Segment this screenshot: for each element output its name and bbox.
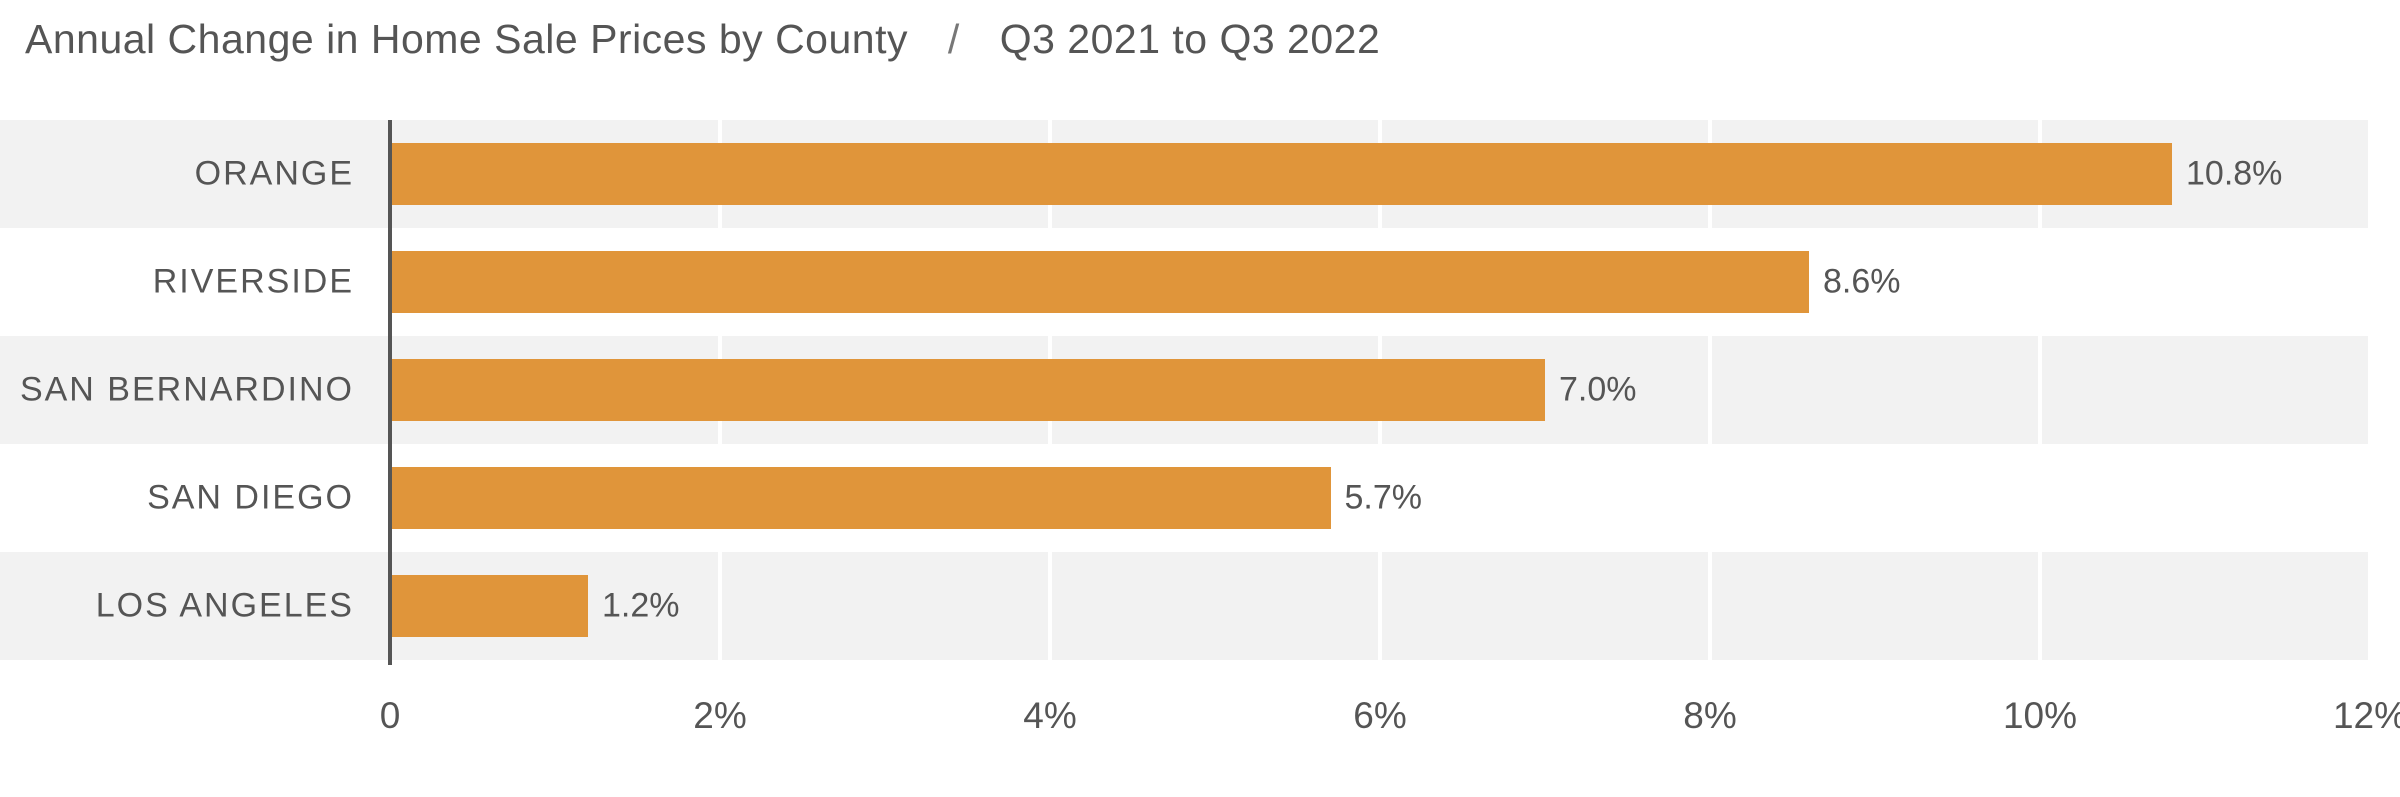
x-tick-label: 6% xyxy=(1353,695,1406,737)
bar-row: RIVERSIDE8.6% xyxy=(390,228,2370,336)
x-tick-label: 12% xyxy=(2333,695,2400,737)
chart-title-sep: / xyxy=(948,16,960,62)
x-tick-label: 2% xyxy=(693,695,746,737)
bar-row: ORANGE10.8% xyxy=(390,120,2370,228)
plot-area: ORANGE10.8%RIVERSIDE8.6%SAN BERNARDINO7.… xyxy=(390,120,2370,665)
bar xyxy=(390,143,2172,205)
y-axis-line xyxy=(388,120,392,665)
chart-title-main: Annual Change in Home Sale Prices by Cou… xyxy=(25,16,908,62)
bar xyxy=(390,467,1331,529)
x-tick-label: 8% xyxy=(1683,695,1736,737)
price-change-chart: Annual Change in Home Sale Prices by Cou… xyxy=(0,0,2400,797)
x-axis-ticks: 02%4%6%8%10%12% xyxy=(390,695,2370,755)
x-tick-label: 4% xyxy=(1023,695,1076,737)
bar-value-label: 1.2% xyxy=(602,587,680,626)
bar-row: SAN BERNARDINO7.0% xyxy=(390,336,2370,444)
category-label: SAN DIEGO xyxy=(147,479,354,518)
chart-title: Annual Change in Home Sale Prices by Cou… xyxy=(25,16,1380,63)
category-label: SAN BERNARDINO xyxy=(20,371,354,410)
chart-title-sub: Q3 2021 to Q3 2022 xyxy=(1000,16,1381,62)
bar-value-label: 8.6% xyxy=(1823,263,1901,302)
bar-row: LOS ANGELES1.2% xyxy=(390,552,2370,660)
bar-value-label: 10.8% xyxy=(2186,155,2282,194)
category-label: RIVERSIDE xyxy=(153,263,354,302)
bar-value-label: 5.7% xyxy=(1345,479,1423,518)
x-tick-label: 10% xyxy=(2003,695,2077,737)
category-label: ORANGE xyxy=(195,155,354,194)
bar-row: SAN DIEGO5.7% xyxy=(390,444,2370,552)
bar xyxy=(390,359,1545,421)
bar-value-label: 7.0% xyxy=(1559,371,1637,410)
bar xyxy=(390,251,1809,313)
bar xyxy=(390,575,588,637)
x-tick-label: 0 xyxy=(380,695,401,737)
category-label: LOS ANGELES xyxy=(96,587,354,626)
